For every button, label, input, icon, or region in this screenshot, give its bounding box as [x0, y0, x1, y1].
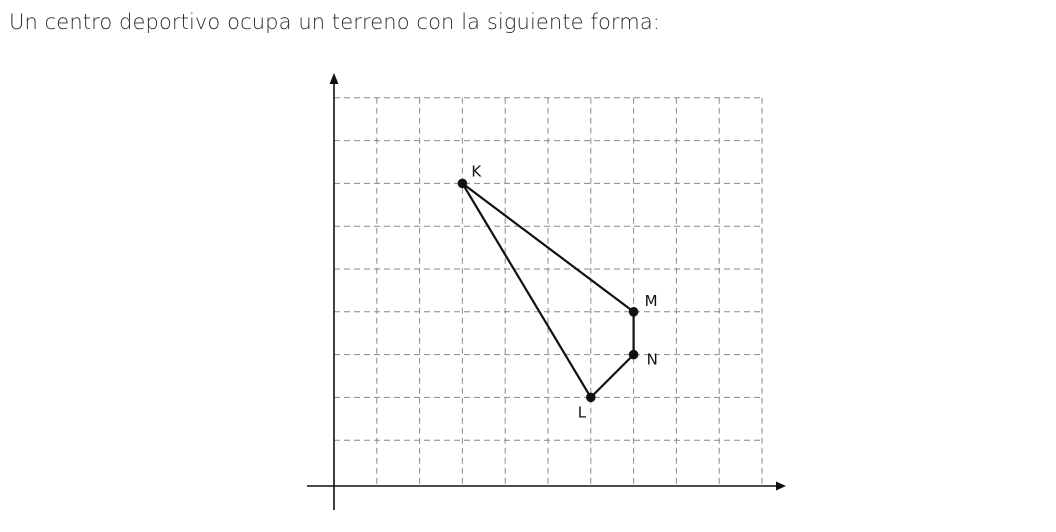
dashed-grid	[334, 97, 763, 486]
vertex-label-l: L	[578, 403, 587, 421]
vertex-n	[628, 349, 639, 360]
vertex-l	[586, 392, 596, 403]
x-axis-arrow	[776, 481, 786, 491]
vertex-k	[457, 178, 468, 189]
vertex-label-k: K	[471, 162, 482, 180]
vertex-m	[628, 307, 639, 317]
y-axis-arrow	[329, 73, 339, 84]
axes	[307, 73, 786, 510]
vertex-label-n: N	[647, 351, 658, 369]
problem-statement: Un centro deportivo ocupa un terreno con…	[9, 10, 660, 34]
polygon-vertices: K M N L	[457, 162, 658, 421]
vertex-label-m: M	[645, 292, 658, 310]
